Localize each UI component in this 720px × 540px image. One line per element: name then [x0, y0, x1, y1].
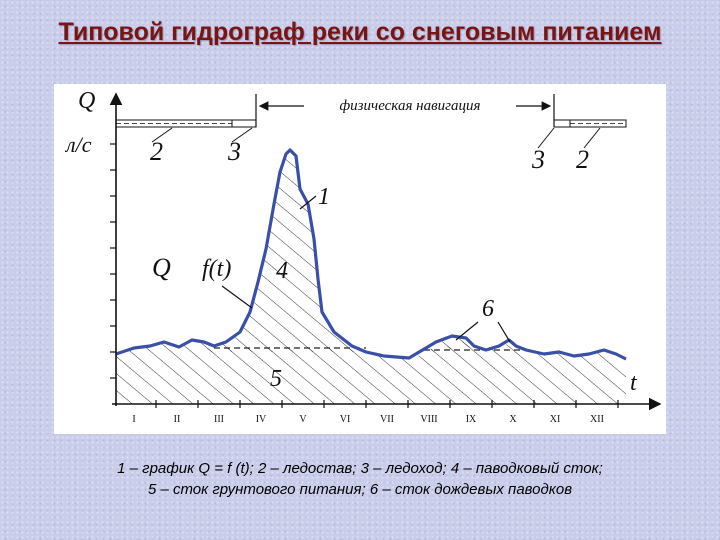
curve-label-leader [221, 285, 253, 309]
label-6: 6 [482, 296, 494, 322]
month-label-12: XII [590, 414, 604, 425]
month-label-7: VII [380, 414, 394, 425]
month-label-8: VIII [420, 414, 437, 425]
hydrograph-curve [115, 148, 627, 361]
figure-caption: 1 – график Q = f (t); 2 – ледостав; 3 – … [40, 458, 680, 500]
label-1: 1 [318, 184, 330, 210]
month-label-3: III [214, 414, 224, 425]
label-2-left: 2 [150, 137, 163, 166]
month-label-6: VI [340, 414, 351, 425]
navigation-label: физическая навигация [340, 98, 481, 114]
slide-title: Типовой гидрограф реки со снеговым питан… [58, 18, 662, 46]
hydrograph-figure: I II III IV V VI VII VIII IX X XI XII фи… [54, 84, 666, 434]
caption-line-2: 5 – сток грунтового питания; 6 – сток до… [147, 481, 573, 498]
x-axis-label: t [630, 370, 638, 396]
label-4: 4 [276, 258, 288, 284]
flood-runoff-area [204, 150, 366, 352]
x-axis-ticks [155, 400, 619, 408]
y-axis-ticks [110, 143, 116, 379]
label-3-left: 3 [227, 137, 241, 166]
label-5: 5 [270, 366, 282, 392]
label-2-right: 2 [576, 145, 589, 174]
month-label-9: IX [466, 414, 477, 425]
month-label-2: II [174, 414, 181, 425]
curve-label-f: f(t) [202, 256, 231, 282]
month-label-1: I [132, 414, 135, 425]
hydrograph-diagram: I II III IV V VI VII VIII IX X XI XII фи… [64, 88, 662, 425]
groundwater-runoff-area [116, 340, 626, 404]
y-axis-unit: л/с [64, 132, 92, 157]
label-3-right: 3 [531, 145, 545, 174]
month-label-11: XI [550, 414, 561, 425]
month-label-5: V [299, 414, 307, 425]
curve-label-q: Q [152, 253, 171, 282]
month-label-4: IV [256, 414, 267, 425]
y-axis-label: Q [78, 88, 95, 114]
caption-line-1: 1 – график Q = f (t); 2 – ледостав; 3 – … [117, 460, 603, 477]
month-label-10: X [509, 414, 517, 425]
